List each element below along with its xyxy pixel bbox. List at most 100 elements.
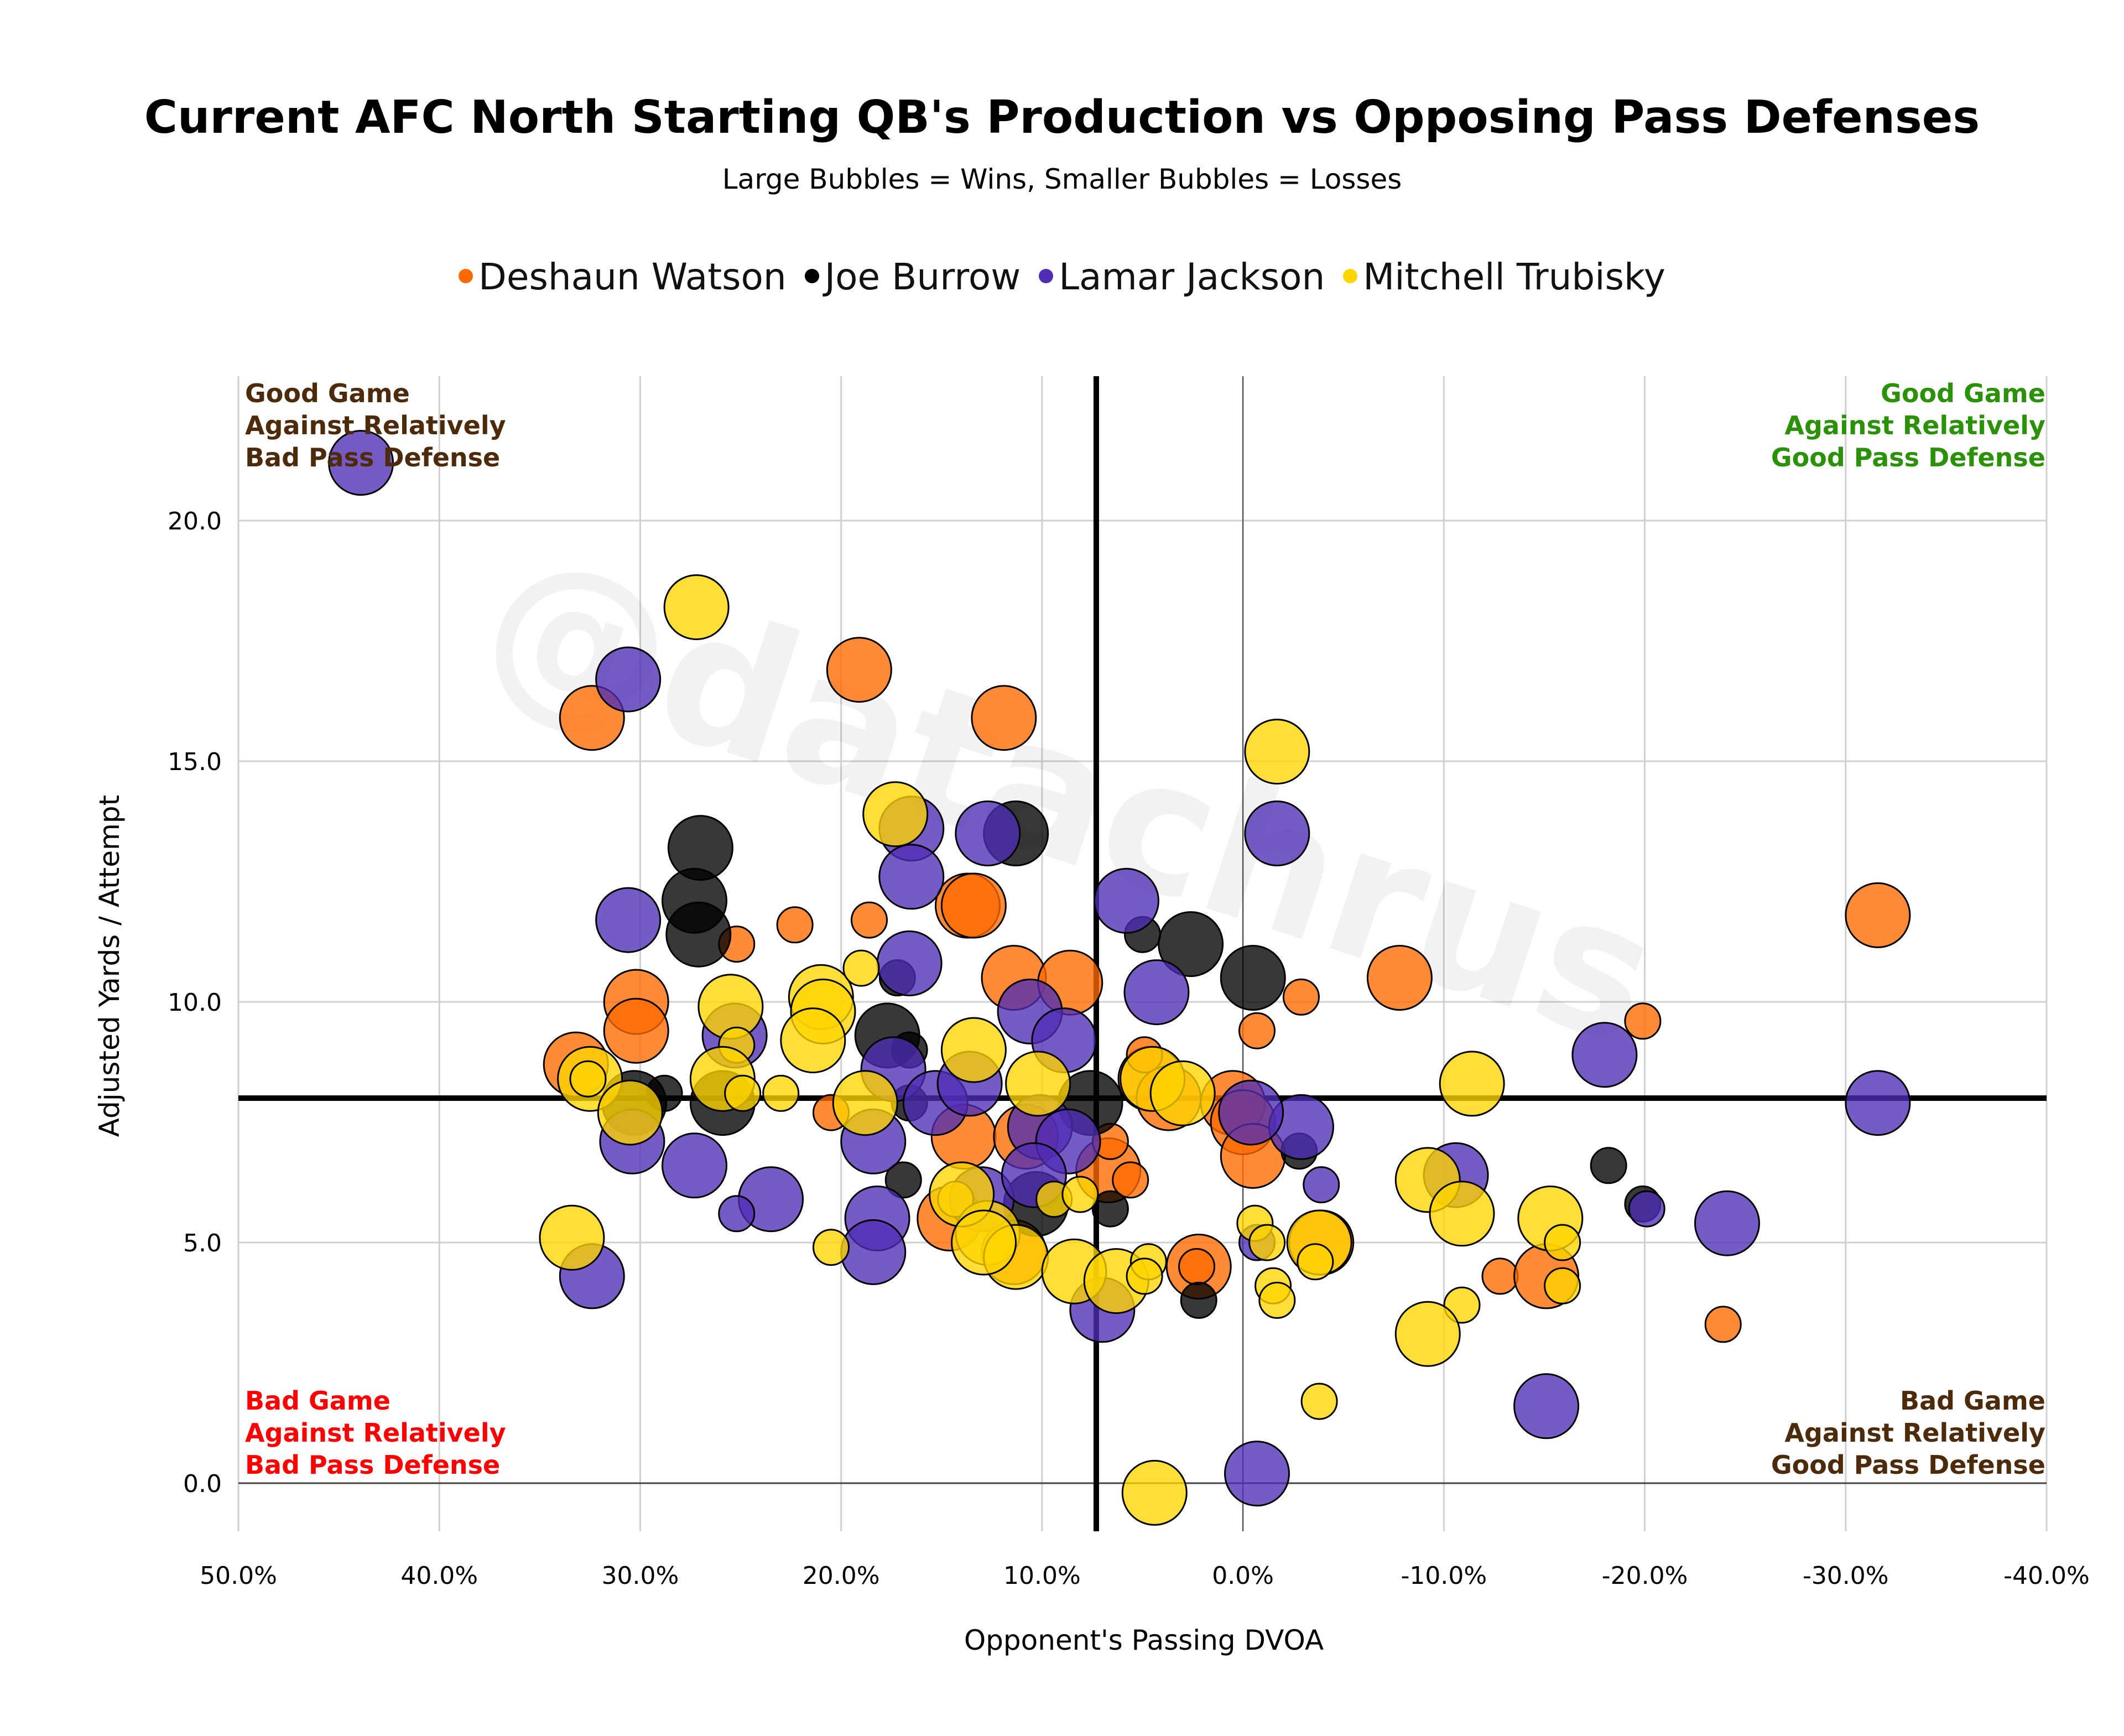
point-mitchell-trubisky [569,1060,607,1098]
quadrant-label-top-left: Good Game Against Relatively Bad Pass Defe… [245,377,506,474]
point-deshaun-watson [1238,1012,1276,1049]
legend-label: Lamar Jackson [1059,256,1325,298]
point-mitchell-trubisky [832,1070,898,1136]
point-joe-burrow [1590,1147,1627,1184]
point-mitchell-trubisky [1244,719,1310,785]
point-mitchell-trubisky [940,1017,1007,1083]
point-lamar-jackson [1224,1441,1290,1507]
reference-lines [238,376,2047,1531]
point-mitchell-trubisky [597,1079,663,1146]
quadrant-label-line: Against Relatively [1784,410,2045,440]
point-deshaun-watson [603,997,669,1064]
x-tick-label: 0.0% [1212,1562,1274,1590]
quadrant-label-line: Bad Pass Defense [245,443,501,472]
quadrant-label-line: Against Relatively [1784,1418,2045,1448]
point-mitchell-trubisky [724,1074,762,1112]
x-axis-label: Opponent's Passing DVOA [964,1624,1324,1656]
legend-label: Deshaun Watson [478,256,787,298]
point-mitchell-trubisky [1061,1176,1099,1213]
data-points [328,430,1911,1526]
point-deshaun-watson [1624,1002,1662,1040]
y-tick-label: 0.0 [183,1470,222,1498]
y-tick-label: 10.0 [168,989,222,1017]
point-mitchell-trubisky [780,1007,846,1074]
point-mitchell-trubisky [762,1074,800,1112]
legend-label: Mitchell Trubisky [1363,256,1665,298]
quadrant-label-line: Good Game [245,378,410,408]
point-lamar-jackson [1628,1190,1665,1228]
quadrant-label-line: Good Pass Defense [1771,443,2045,472]
point-lamar-jackson [1244,801,1310,866]
point-lamar-jackson [1123,959,1190,1026]
point-lamar-jackson [1513,1373,1580,1439]
legend-label: Joe Burrow [824,256,1021,298]
point-mitchell-trubisky [1439,1051,1505,1117]
quadrant-label-line: Against Relatively [245,1418,506,1448]
x-tick-label: -40.0% [2003,1562,2090,1590]
legend-item-trubisky[interactable]: Mitchell Trubisky [1343,256,1665,298]
point-lamar-jackson [662,1132,728,1199]
y-tick-label: 5.0 [183,1229,222,1257]
point-mitchell-trubisky [1544,1267,1581,1304]
quadrant-label-bottom-left: Bad Game Against Relatively Bad Pass Defen… [245,1385,506,1481]
point-lamar-jackson [1845,1070,1911,1136]
point-mitchell-trubisky [1394,1301,1461,1367]
quadrant-label-line: Good Game [1881,378,2045,408]
point-deshaun-watson [1178,1248,1216,1285]
point-mitchell-trubisky [1429,1181,1495,1247]
legend-item-jackson[interactable]: Lamar Jackson [1039,256,1325,298]
point-mitchell-trubisky [1248,1224,1286,1261]
point-mitchell-trubisky [1126,1257,1163,1295]
point-mitchell-trubisky [1121,1459,1188,1526]
legend-item-burrow[interactable]: Joe Burrow [804,256,1021,298]
point-lamar-jackson [1571,1022,1638,1088]
x-tick-label: 40.0% [400,1562,478,1590]
point-deshaun-watson [971,685,1037,751]
legend-marker-trubisky [1343,268,1358,283]
point-mitchell-trubisky [1544,1224,1581,1261]
legend-marker-jackson [1039,268,1054,283]
point-lamar-jackson [595,887,662,953]
point-lamar-jackson [1093,867,1159,934]
point-deshaun-watson [940,872,1007,939]
point-lamar-jackson [328,430,394,496]
point-mitchell-trubisky [663,574,730,641]
point-deshaun-watson [851,901,888,939]
point-mitchell-trubisky [1005,1051,1071,1117]
point-deshaun-watson [826,637,892,703]
point-lamar-jackson [878,844,945,910]
y-tick-label: 20.0 [168,507,222,536]
point-deshaun-watson [1845,882,1911,948]
x-tick-label: 20.0% [803,1562,880,1590]
point-joe-burrow [884,1161,922,1199]
y-tick-label: 15.0 [168,748,222,776]
point-joe-burrow [1158,911,1224,978]
point-lamar-jackson [718,1195,756,1233]
quadrant-label-line: Bad Game [245,1386,391,1416]
x-tick-label: -20.0% [1602,1562,1688,1590]
point-deshaun-watson [1112,1161,1149,1199]
point-lamar-jackson [1694,1190,1760,1256]
chart-subtitle: Large Bubbles = Wins, Smaller Bubbles = … [722,163,1402,195]
point-mitchell-trubisky [842,949,880,987]
point-lamar-jackson [955,801,1021,866]
y-axis-ticks: 0.0 5.0 10.0 15.0 20.0 [168,507,222,1498]
quadrant-label-line: Bad Pass Defense [245,1450,501,1480]
point-deshaun-watson [1282,978,1320,1016]
legend-item-watson[interactable]: Deshaun Watson [459,256,787,298]
point-lamar-jackson [876,930,943,996]
point-lamar-jackson [1303,1166,1340,1204]
quadrant-label-line: Against Relatively [245,410,506,440]
point-deshaun-watson [776,906,814,944]
point-joe-burrow [1091,1190,1129,1228]
x-axis-ticks: 50.0% 40.0% 30.0% 20.0% 10.0% 0.0% -10.0% -20.0… [200,1562,2090,1590]
x-tick-label: -10.0% [1401,1562,1487,1590]
x-tick-label: 10.0% [1003,1562,1081,1590]
point-mitchell-trubisky [1149,1060,1216,1126]
legend: Deshaun Watson Joe Burrow Lamar Jackson … [0,256,2124,298]
point-joe-burrow [1180,1281,1217,1319]
x-tick-label: 30.0% [602,1562,679,1590]
x-tick-label: -30.0% [1803,1562,1889,1590]
point-lamar-jackson [595,646,662,713]
